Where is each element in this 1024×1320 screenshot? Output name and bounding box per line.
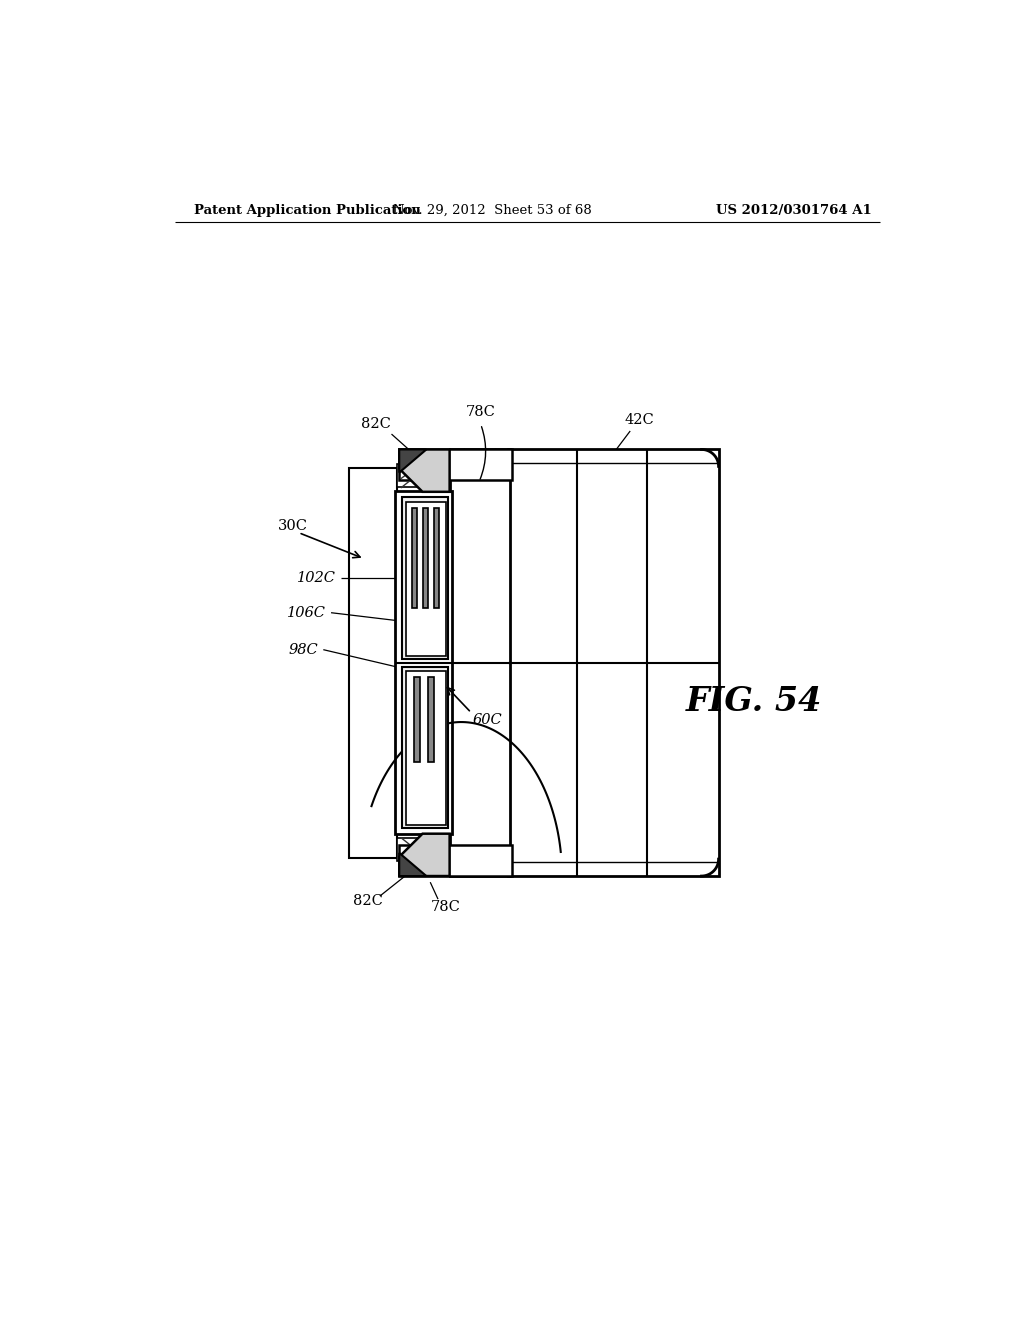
- Text: 106C: 106C: [287, 606, 326, 619]
- Bar: [403, 453, 444, 465]
- Bar: [399, 449, 512, 480]
- Polygon shape: [399, 449, 450, 492]
- Bar: [397, 838, 451, 862]
- Bar: [428, 677, 434, 762]
- Text: US 2012/0301764 A1: US 2012/0301764 A1: [716, 205, 872, 218]
- Bar: [395, 491, 452, 834]
- Text: 82C: 82C: [361, 417, 391, 432]
- Text: 98C: 98C: [288, 643, 317, 656]
- Text: Patent Application Publication: Patent Application Publication: [194, 205, 421, 218]
- Text: 42C: 42C: [625, 413, 654, 428]
- Bar: [413, 508, 417, 609]
- Text: FIG. 54: FIG. 54: [686, 685, 822, 718]
- Bar: [407, 502, 445, 656]
- Text: 78C: 78C: [466, 405, 496, 420]
- Text: Nov. 29, 2012  Sheet 53 of 68: Nov. 29, 2012 Sheet 53 of 68: [393, 205, 592, 218]
- Bar: [397, 465, 451, 487]
- Text: 60C: 60C: [473, 714, 503, 727]
- Polygon shape: [399, 853, 426, 876]
- Text: 78C: 78C: [431, 900, 461, 913]
- Polygon shape: [399, 834, 450, 876]
- Bar: [414, 677, 420, 762]
- Bar: [349, 469, 397, 858]
- Bar: [401, 498, 449, 659]
- Bar: [401, 667, 449, 829]
- Text: 30C: 30C: [278, 520, 307, 533]
- Bar: [508, 449, 719, 876]
- Bar: [399, 845, 512, 876]
- Bar: [450, 449, 510, 876]
- Text: 102C: 102C: [297, 572, 336, 585]
- Bar: [434, 508, 438, 609]
- Bar: [403, 863, 444, 875]
- Text: 82C: 82C: [353, 895, 383, 908]
- Polygon shape: [399, 449, 426, 473]
- Bar: [423, 508, 428, 609]
- Bar: [407, 671, 445, 825]
